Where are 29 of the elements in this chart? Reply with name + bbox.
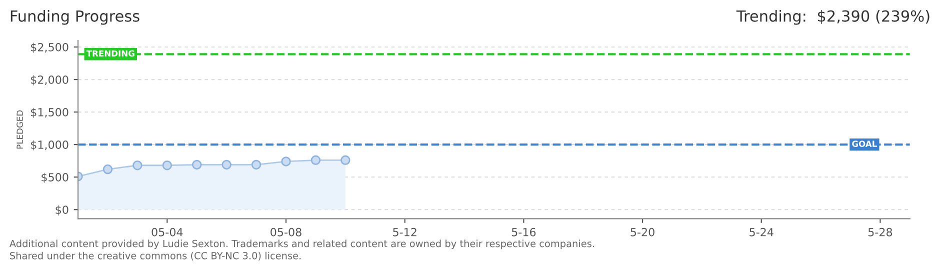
x-tick-label: 5-28: [868, 228, 892, 236]
x-tick-label: 5-20: [630, 228, 654, 236]
x-tick-label: 5-24: [750, 228, 774, 236]
x-tick-label: 05-08: [270, 228, 302, 236]
point: [192, 160, 202, 170]
ref-line-label: GOAL: [852, 140, 877, 147]
text: Additional content provided by Ludie Sexton. Trademarks and related content are owned by their respective companies.: [9, 240, 594, 250]
y-tick-label: $2,000: [31, 75, 68, 86]
point: [222, 160, 232, 170]
y-tick-label: $0: [56, 205, 68, 216]
y-tick-label: $1,000: [31, 140, 68, 150]
point: [162, 160, 172, 170]
x-tick-label: 5-12: [393, 228, 416, 236]
chart-subtitle: Trending: $2,390 (239%): [736, 10, 930, 25]
point: [310, 155, 321, 166]
point: [340, 155, 350, 166]
ref-line-label: TRENDING: [86, 50, 134, 57]
text: Shared under the creative commons (CC BY-NC 3.0) license.: [10, 252, 301, 260]
y-tick-label: $500: [42, 172, 68, 183]
point: [102, 164, 113, 174]
x-tick-label: 05-04: [152, 228, 183, 236]
y-tick-label: $2,500: [31, 42, 68, 53]
y-axis-title: PLEDGED: [16, 110, 23, 149]
y-tick-label: $1,500: [31, 108, 68, 118]
x-tick-label: 5-16: [512, 228, 536, 236]
point: [132, 160, 142, 170]
point: [281, 156, 291, 166]
chart-title: Funding Progress: [10, 10, 140, 25]
point: [251, 160, 262, 170]
